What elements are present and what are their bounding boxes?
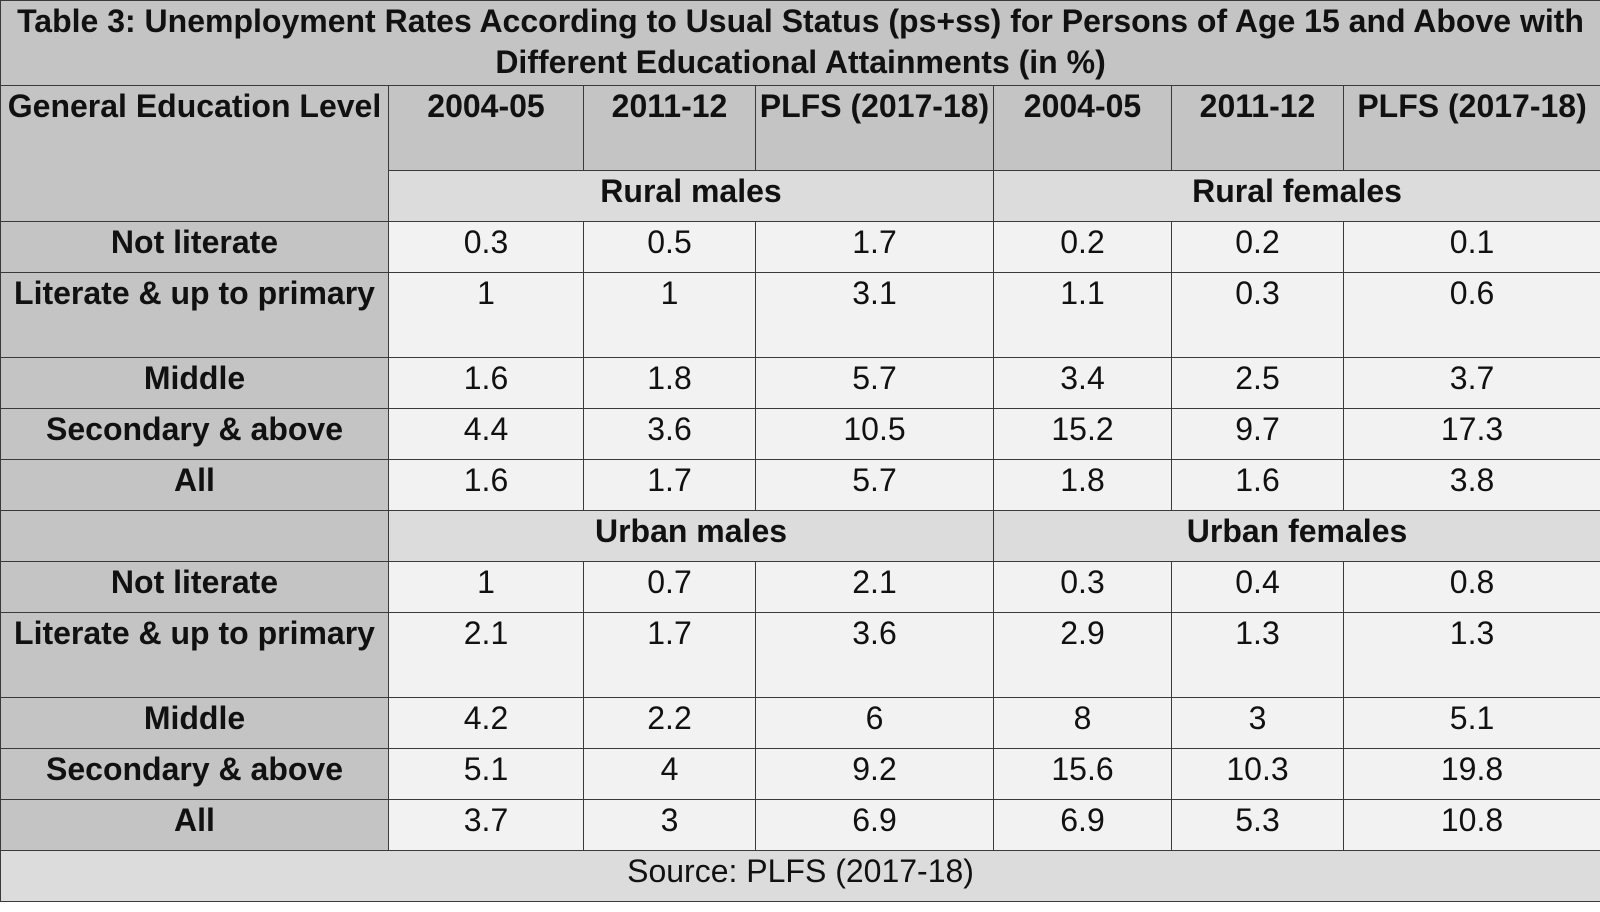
- data-cell: 1.6: [1171, 459, 1344, 511]
- data-cell: 4.4: [388, 408, 584, 460]
- data-cell: 0.7: [583, 561, 756, 613]
- blank-cell: [0, 510, 389, 562]
- group-header-row: Rural males Rural females: [1, 170, 1600, 222]
- data-cell: 2.2: [583, 697, 756, 749]
- group-label: Urban males: [388, 510, 994, 562]
- data-cell: 1.8: [993, 459, 1172, 511]
- data-cell: 0.8: [1342, 561, 1600, 613]
- data-cell: 0.3: [1171, 272, 1344, 358]
- column-header: 2004-05: [388, 85, 584, 171]
- row-label: Middle: [0, 357, 389, 409]
- row-label: All: [0, 799, 389, 851]
- data-cell: 1.7: [583, 612, 756, 698]
- group-label: Rural males: [388, 170, 994, 222]
- data-cell: 1: [388, 561, 584, 613]
- data-cell: 0.3: [388, 221, 584, 273]
- data-cell: 3.7: [388, 799, 584, 851]
- data-cell: 5.1: [1342, 697, 1600, 749]
- data-cell: 15.2: [993, 408, 1172, 460]
- data-cell: 1.8: [583, 357, 756, 409]
- data-cell: 0.6: [1342, 272, 1600, 358]
- data-cell: 8: [993, 697, 1172, 749]
- data-cell: 5.1: [388, 748, 584, 800]
- data-cell: 1.6: [388, 357, 584, 409]
- table-row: Middle 4.2 2.2 6 8 3 5.1: [0, 697, 1600, 749]
- table-row: Secondary & above 4.4 3.6 10.5 15.2 9.7 17.3: [0, 408, 1600, 460]
- data-cell: 1.7: [583, 459, 756, 511]
- data-cell: 10.5: [755, 408, 994, 460]
- data-cell: 3.8: [1342, 459, 1600, 511]
- table-row: Not literate 0.3 0.5 1.7 0.2 0.2 0.1: [0, 221, 1600, 273]
- source-note: Source: PLFS (2017-18): [0, 850, 1600, 902]
- data-cell: 0.2: [993, 221, 1172, 273]
- column-header: PLFS (2017-18): [1342, 85, 1600, 171]
- column-header: 2011-12: [583, 85, 756, 171]
- row-label: Not literate: [0, 561, 389, 613]
- data-cell: 0.1: [1342, 221, 1600, 273]
- data-cell: 3.6: [755, 612, 994, 698]
- table-row: Middle 1.6 1.8 5.7 3.4 2.5 3.7: [0, 357, 1600, 409]
- row-label: Literate & up to primary: [0, 272, 389, 358]
- table-row: Literate & up to primary 2.1 1.7 3.6 2.9 1.3 1…: [0, 612, 1600, 698]
- data-cell: 0.2: [1171, 221, 1344, 273]
- data-cell: 3: [1171, 697, 1344, 749]
- data-cell: 6.9: [993, 799, 1172, 851]
- row-label: Middle: [0, 697, 389, 749]
- row-header-label: General Education Level: [0, 85, 389, 222]
- data-cell: 19.8: [1342, 748, 1600, 800]
- row-label: Literate & up to primary: [0, 612, 389, 698]
- column-header: 2011-12: [1171, 85, 1344, 171]
- column-header: PLFS (2017-18): [755, 85, 994, 171]
- data-cell: 15.6: [993, 748, 1172, 800]
- row-label: Secondary & above: [0, 408, 389, 460]
- data-cell: 6.9: [755, 799, 994, 851]
- data-cell: 1.3: [1171, 612, 1344, 698]
- data-cell: 5.7: [755, 459, 994, 511]
- table-row: All 3.7 3 6.9 6.9 5.3 10.8: [0, 799, 1600, 851]
- table-row: Secondary & above 5.1 4 9.2 15.6 10.3 19.8: [0, 748, 1600, 800]
- data-cell: 0.5: [583, 221, 756, 273]
- data-cell: 3: [583, 799, 756, 851]
- data-cell: 3.7: [1342, 357, 1600, 409]
- data-cell: 17.3: [1342, 408, 1600, 460]
- data-cell: 2.9: [993, 612, 1172, 698]
- table-title: Table 3: Unemployment Rates According to…: [0, 0, 1600, 86]
- column-header: 2004-05: [993, 85, 1172, 171]
- data-cell: 2.1: [388, 612, 584, 698]
- data-cell: 1: [388, 272, 584, 358]
- table-row: Literate & up to primary 1 1 3.1 1.1 0.3 0.6: [0, 272, 1600, 358]
- data-cell: 4: [583, 748, 756, 800]
- source-row: Source: PLFS (2017-18): [0, 850, 1600, 902]
- data-cell: 3.6: [583, 408, 756, 460]
- group-label: Urban females: [992, 510, 1600, 562]
- data-cell: 1.1: [993, 272, 1172, 358]
- data-cell: 10.8: [1342, 799, 1600, 851]
- group-label: Rural females: [992, 170, 1600, 222]
- row-label: Not literate: [0, 221, 389, 273]
- data-cell: 1.6: [388, 459, 584, 511]
- data-cell: 6: [755, 697, 994, 749]
- data-cell: 0.4: [1171, 561, 1344, 613]
- data-cell: 3.4: [993, 357, 1172, 409]
- group-header-row: Urban males Urban females: [0, 510, 1600, 562]
- data-cell: 2.5: [1171, 357, 1344, 409]
- data-cell: 1: [583, 272, 756, 358]
- data-cell: 1.7: [755, 221, 994, 273]
- data-cell: 5.7: [755, 357, 994, 409]
- row-label: All: [0, 459, 389, 511]
- data-cell: 3.1: [755, 272, 994, 358]
- data-cell: 2.1: [755, 561, 994, 613]
- data-cell: 9.2: [755, 748, 994, 800]
- table-row: All 1.6 1.7 5.7 1.8 1.6 3.8: [0, 459, 1600, 511]
- data-cell: 4.2: [388, 697, 584, 749]
- data-cell: 9.7: [1171, 408, 1344, 460]
- table-row: Not literate 1 0.7 2.1 0.3 0.4 0.8: [0, 561, 1600, 613]
- data-cell: 5.3: [1171, 799, 1344, 851]
- data-cell: 0.3: [993, 561, 1172, 613]
- row-label: Secondary & above: [0, 748, 389, 800]
- data-cell: 10.3: [1171, 748, 1344, 800]
- data-cell: 1.3: [1342, 612, 1600, 698]
